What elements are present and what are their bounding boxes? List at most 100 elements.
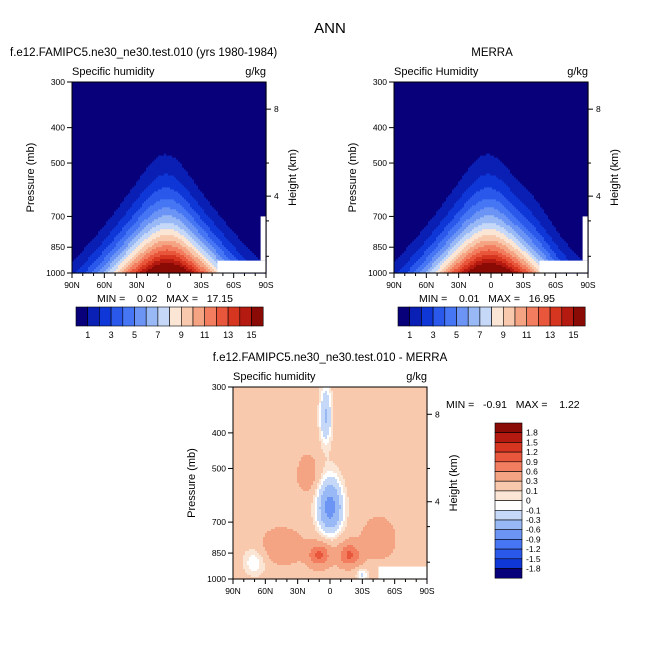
contour-cell: [92, 82, 95, 85]
contour-cell: [160, 85, 163, 89]
contour-cell: [168, 127, 171, 131]
contour-cell: [244, 101, 247, 105]
contour-cell: [208, 127, 211, 131]
contour-cell: [200, 113, 203, 117]
contour-cell: [234, 131, 237, 135]
contour-cell: [140, 107, 143, 111]
contour-cell: [112, 93, 115, 97]
contour-cell: [78, 131, 81, 135]
contour-cell: [230, 105, 233, 109]
contour-cell: [184, 139, 187, 143]
contour-cell: [104, 83, 107, 87]
contour-cell: [150, 91, 153, 95]
contour-cell: [88, 117, 91, 121]
contour-cell: [188, 113, 191, 117]
contour-cell: [124, 105, 127, 109]
contour-cell: [198, 125, 201, 129]
contour-cell: [90, 99, 93, 103]
contour-cell: [236, 129, 239, 133]
contour-cell: [196, 91, 199, 95]
contour-cell: [196, 119, 199, 123]
contour-cell: [264, 105, 267, 109]
contour-cell: [214, 113, 217, 117]
contour-cell: [234, 125, 237, 129]
contour-cell: [142, 127, 145, 131]
contour-cell: [96, 103, 99, 107]
contour-cell: [194, 129, 197, 133]
contour-cell: [244, 85, 247, 89]
contour-cell: [152, 139, 155, 143]
contour-cell: [208, 113, 211, 117]
contour-cell: [210, 95, 213, 99]
contour-cell: [224, 97, 227, 101]
contour-cell: [226, 95, 229, 99]
contour-cell: [126, 99, 129, 103]
contour-cell: [178, 83, 181, 87]
contour-cell: [108, 87, 111, 91]
contour-cell: [238, 127, 241, 131]
contour-cell: [182, 127, 185, 131]
contour-cell: [94, 83, 97, 87]
contour-cell: [196, 105, 199, 109]
contour-cell: [198, 109, 201, 113]
contour-cell: [140, 141, 143, 145]
contour-cell: [224, 99, 227, 103]
contour-cell: [122, 83, 125, 87]
contour-cell: [144, 139, 147, 143]
contour-cell: [198, 135, 201, 139]
contour-cell: [198, 85, 201, 89]
contour-cell: [240, 133, 243, 137]
contour-cell: [176, 119, 179, 123]
contour-cell: [240, 117, 243, 121]
contour-cell: [72, 131, 75, 135]
contour-cell: [186, 125, 189, 129]
contour-cell: [246, 103, 249, 107]
contour-cell: [188, 125, 191, 129]
contour-cell: [258, 117, 261, 121]
contour-cell: [106, 107, 109, 111]
contour-cell: [242, 137, 245, 141]
contour-cell: [222, 87, 225, 91]
contour-cell: [242, 105, 245, 109]
contour-cell: [230, 117, 233, 121]
contour-cell: [248, 115, 251, 119]
contour-cell: [102, 141, 105, 145]
contour-cell: [210, 125, 213, 129]
contour-cell: [152, 115, 155, 119]
contour-cell: [142, 93, 145, 97]
contour-cell: [160, 107, 163, 111]
contour-cell: [250, 87, 253, 91]
contour-cell: [190, 97, 193, 101]
contour-cell: [232, 107, 235, 111]
contour-cell: [224, 117, 227, 121]
contour-cell: [96, 107, 99, 111]
contour-cell: [146, 93, 149, 97]
contour-cell: [116, 105, 119, 109]
contour-cell: [72, 97, 75, 101]
contour-cell: [162, 82, 165, 85]
contour-cell: [216, 103, 219, 107]
contour-cell: [204, 83, 207, 87]
contour-cell: [132, 105, 135, 109]
contour-cell: [228, 103, 231, 107]
contour-cell: [228, 109, 231, 113]
contour-cell: [244, 121, 247, 125]
contour-cell: [186, 101, 189, 105]
contour-cell: [78, 139, 81, 143]
contour-cell: [166, 95, 169, 99]
contour-cell: [222, 127, 225, 131]
contour-cell: [116, 95, 119, 99]
contour-cell: [96, 105, 99, 109]
contour-cell: [106, 141, 109, 145]
contour-cell: [104, 123, 107, 127]
contour-cell: [86, 127, 89, 131]
contour-cell: [100, 83, 103, 87]
contour-cell: [224, 129, 227, 133]
contour-cell: [156, 121, 159, 125]
contour-cell: [92, 103, 95, 107]
contour-cell: [196, 113, 199, 117]
contour-cell: [112, 131, 115, 135]
contour-cell: [84, 97, 87, 101]
contour-cell: [146, 91, 149, 95]
contour-cell: [124, 117, 127, 121]
